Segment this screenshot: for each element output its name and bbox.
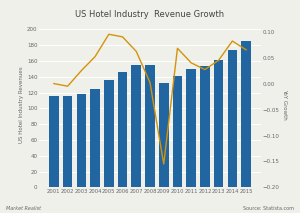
Y-axis label: US Hotel Industry Revenues: US Hotel Industry Revenues [19, 66, 24, 143]
Bar [76, 94, 86, 187]
Bar [173, 76, 182, 187]
Bar [90, 89, 100, 187]
Title: US Hotel Industry  Revenue Growth: US Hotel Industry Revenue Growth [75, 10, 225, 19]
Bar [241, 41, 251, 187]
Bar [131, 65, 141, 187]
Bar [159, 83, 169, 187]
Y-axis label: YoY Growth: YoY Growth [282, 89, 287, 120]
Text: Market Realist: Market Realist [6, 206, 41, 211]
Bar [214, 60, 224, 187]
Bar [49, 96, 59, 187]
Bar [186, 69, 196, 187]
Bar [63, 96, 72, 187]
Bar [118, 72, 127, 187]
Bar [104, 80, 114, 187]
Text: Source: Statista.com: Source: Statista.com [243, 206, 294, 211]
Bar [200, 66, 210, 187]
Bar [145, 65, 155, 187]
Bar [228, 50, 237, 187]
